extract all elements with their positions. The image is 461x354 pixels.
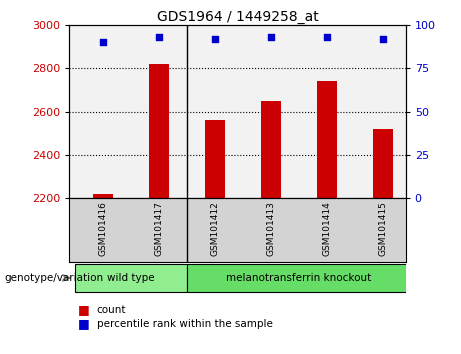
Point — [99, 39, 106, 45]
Text: genotype/variation: genotype/variation — [5, 273, 104, 283]
Point — [211, 36, 219, 41]
Text: percentile rank within the sample: percentile rank within the sample — [97, 319, 273, 329]
Bar — [205, 120, 225, 198]
Text: GSM101415: GSM101415 — [379, 201, 388, 256]
Bar — [149, 64, 169, 198]
Text: melanotransferrin knockout: melanotransferrin knockout — [226, 273, 372, 283]
Text: GSM101416: GSM101416 — [98, 201, 107, 256]
Point — [267, 34, 275, 40]
Bar — [317, 81, 337, 198]
Text: GSM101414: GSM101414 — [323, 201, 331, 256]
Title: GDS1964 / 1449258_at: GDS1964 / 1449258_at — [157, 10, 318, 24]
Bar — [75, 263, 187, 292]
Text: count: count — [97, 305, 126, 315]
Bar — [93, 194, 112, 198]
Text: GSM101417: GSM101417 — [154, 201, 163, 256]
Bar — [187, 263, 411, 292]
Bar — [261, 101, 281, 198]
Point — [324, 34, 331, 40]
Text: ■: ■ — [78, 318, 90, 330]
Text: wild type: wild type — [107, 273, 154, 283]
Point — [379, 36, 387, 41]
Text: ■: ■ — [78, 303, 90, 316]
Bar — [373, 129, 393, 198]
Text: GSM101413: GSM101413 — [266, 201, 276, 256]
Point — [155, 34, 163, 40]
Text: GSM101412: GSM101412 — [211, 201, 219, 256]
